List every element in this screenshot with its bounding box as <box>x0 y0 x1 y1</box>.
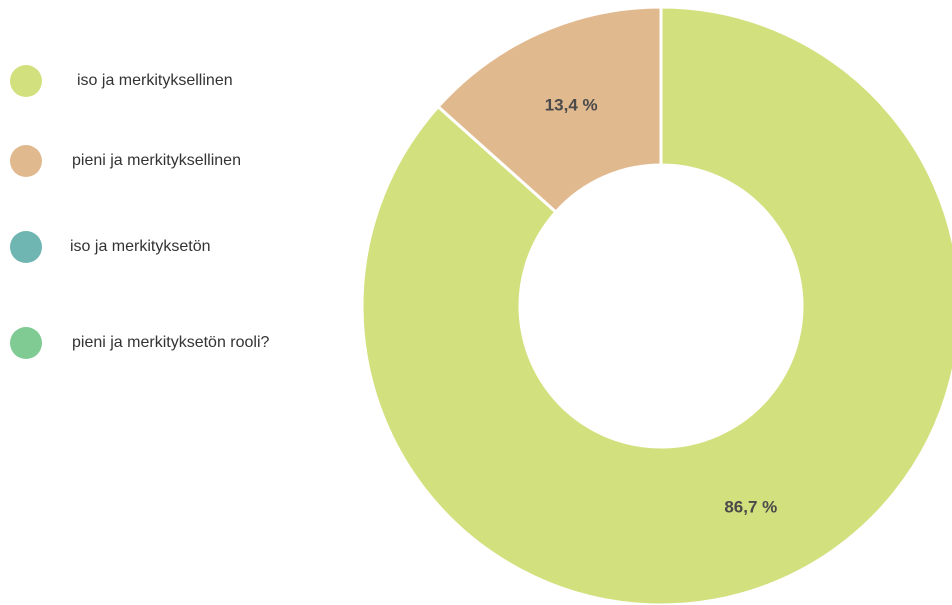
legend-label: pieni ja merkityksellinen <box>72 152 241 169</box>
legend-swatch <box>10 327 42 359</box>
legend-item-iso-merkityksellinen[interactable]: iso ja merkityksellinen <box>10 64 233 98</box>
legend-item-pieni-merkitykseton-rooli[interactable]: pieni ja merkityksetön rooli? <box>10 326 269 360</box>
legend-label: iso ja merkityksetön <box>70 238 211 255</box>
legend-label: iso ja merkityksellinen <box>77 72 233 89</box>
slice-iso-merkityksellinen[interactable] <box>360 5 952 605</box>
data-label-iso-merkityksellinen: 86,7 % <box>724 497 777 516</box>
legend-item-iso-merkitykseton[interactable]: iso ja merkityksetön <box>10 230 211 264</box>
chart-legend: iso ja merkityksellinen pieni ja merkity… <box>0 0 360 605</box>
legend-item-pieni-merkityksellinen[interactable]: pieni ja merkityksellinen <box>10 144 241 178</box>
legend-swatch <box>10 65 42 97</box>
legend-swatch <box>10 145 42 177</box>
slice-pieni-merkityksellinen[interactable] <box>436 5 663 215</box>
legend-swatch <box>10 231 42 263</box>
data-label-pieni-merkityksellinen: 13,4 % <box>545 96 598 115</box>
legend-label: pieni ja merkityksetön rooli? <box>72 334 270 351</box>
